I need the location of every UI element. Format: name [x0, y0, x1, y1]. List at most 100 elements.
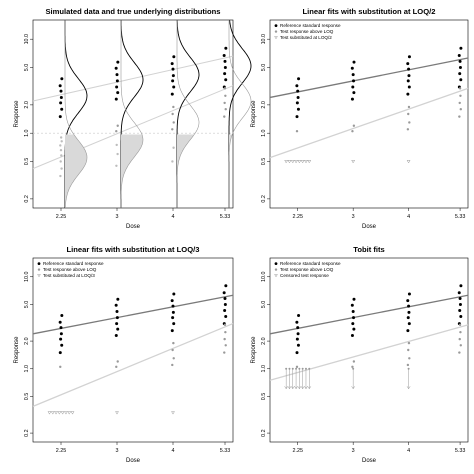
reference-point — [457, 54, 461, 58]
censored-point — [308, 367, 311, 370]
reference-point — [224, 284, 228, 288]
censored-point — [285, 367, 288, 370]
test-point — [458, 87, 462, 90]
y-tick-label: 0.2 — [261, 195, 267, 203]
x-tick-label: 2.25 — [292, 214, 303, 220]
reference-point — [407, 310, 411, 314]
reference-point — [58, 320, 62, 324]
reference-point — [116, 297, 120, 301]
legend-marker-reference — [37, 262, 41, 265]
reference-point — [115, 73, 119, 77]
test-point-below-loq — [59, 160, 62, 163]
panel-3: Linear fits with substitution at LOQ/3 0.… — [14, 245, 234, 464]
reference-point — [115, 309, 119, 313]
test-point-below-loq — [115, 164, 118, 167]
plot-frame — [32, 19, 234, 209]
x-axis-label: Dose — [362, 224, 377, 230]
test-point — [458, 337, 461, 341]
reference-point — [171, 79, 175, 83]
censored-arrow-head — [351, 386, 355, 390]
reference-point — [458, 297, 462, 301]
reference-point — [115, 322, 119, 326]
reference-point — [116, 91, 120, 95]
substituted-point — [54, 411, 58, 415]
reference-point — [295, 351, 299, 355]
reference-point — [170, 92, 174, 96]
y-tick-label: 2.0 — [24, 337, 30, 345]
censored-arrow-head — [294, 386, 298, 390]
reference-point — [170, 62, 174, 66]
test-point — [352, 360, 356, 363]
censored-arrow-head — [290, 386, 295, 390]
reference-point — [297, 313, 301, 317]
censored-point — [301, 367, 304, 370]
test-density-curve — [64, 20, 88, 209]
substituted-point — [290, 160, 295, 164]
legend-marker-test — [274, 268, 278, 271]
substituted-point — [294, 160, 299, 164]
reference-point — [224, 46, 228, 50]
reference-point — [295, 101, 299, 105]
reference-point — [459, 46, 463, 50]
reference-point — [116, 60, 120, 64]
test-point — [172, 121, 175, 124]
substituted-point — [297, 160, 302, 164]
x-tick-label: 4 — [172, 448, 175, 454]
panel-1: Simulated data and true underlying distr… — [14, 7, 252, 230]
reference-point — [60, 313, 64, 317]
reference-point — [407, 292, 411, 296]
substituted-point — [300, 160, 305, 164]
reference-point — [351, 73, 355, 77]
test-point — [459, 330, 462, 334]
legend-label: Reference standard response — [43, 261, 104, 266]
test-point — [224, 330, 227, 334]
censored-point — [291, 367, 294, 370]
reference-point — [58, 351, 62, 355]
censored-arrow-head — [304, 386, 308, 390]
test-point — [223, 101, 226, 105]
censored-density-area — [65, 134, 87, 208]
test-point — [295, 129, 299, 133]
x-tick-label: 3 — [116, 448, 119, 454]
test-point — [224, 94, 227, 97]
x-axis-label: Dose — [126, 458, 141, 464]
y-tick-label: 5.0 — [24, 301, 30, 309]
substituted-point — [307, 160, 312, 164]
reference-fit-line — [269, 57, 469, 99]
test-point — [407, 112, 410, 116]
x-tick-label: 5.33 — [220, 448, 231, 454]
reference-point — [351, 322, 355, 326]
y-axis-label: Response — [251, 336, 257, 364]
x-tick-label: 5.33 — [455, 448, 466, 454]
test-point-below-loq — [171, 160, 174, 163]
test-point — [223, 323, 227, 327]
y-tick-label: 2.0 — [261, 337, 267, 345]
reference-point — [350, 97, 354, 101]
reference-point — [58, 84, 62, 88]
reference-point — [406, 79, 410, 83]
y-tick-label: 0.2 — [24, 195, 30, 203]
reference-point — [296, 95, 300, 99]
reference-density-curve — [228, 20, 252, 208]
legend-label: Test substituted at LOQ/3 — [43, 273, 95, 278]
reference-point — [59, 337, 63, 341]
reference-point — [458, 302, 462, 306]
test-point — [172, 105, 175, 109]
test-point — [407, 105, 411, 109]
x-tick-label: 4 — [407, 214, 410, 220]
reference-point — [297, 77, 301, 81]
reference-point — [223, 297, 227, 301]
test-point — [223, 87, 227, 90]
substituted-point — [64, 411, 68, 415]
reference-point — [407, 74, 411, 78]
reference-point — [352, 297, 356, 301]
reference-point — [116, 327, 120, 331]
y-axis-label: Response — [14, 336, 20, 364]
test-point — [351, 129, 354, 133]
censored-point — [298, 367, 301, 370]
reference-point — [352, 327, 356, 331]
reference-point — [223, 72, 227, 76]
test-fit-line — [269, 87, 469, 159]
reference-point — [114, 97, 118, 101]
substituted-point — [406, 160, 411, 164]
